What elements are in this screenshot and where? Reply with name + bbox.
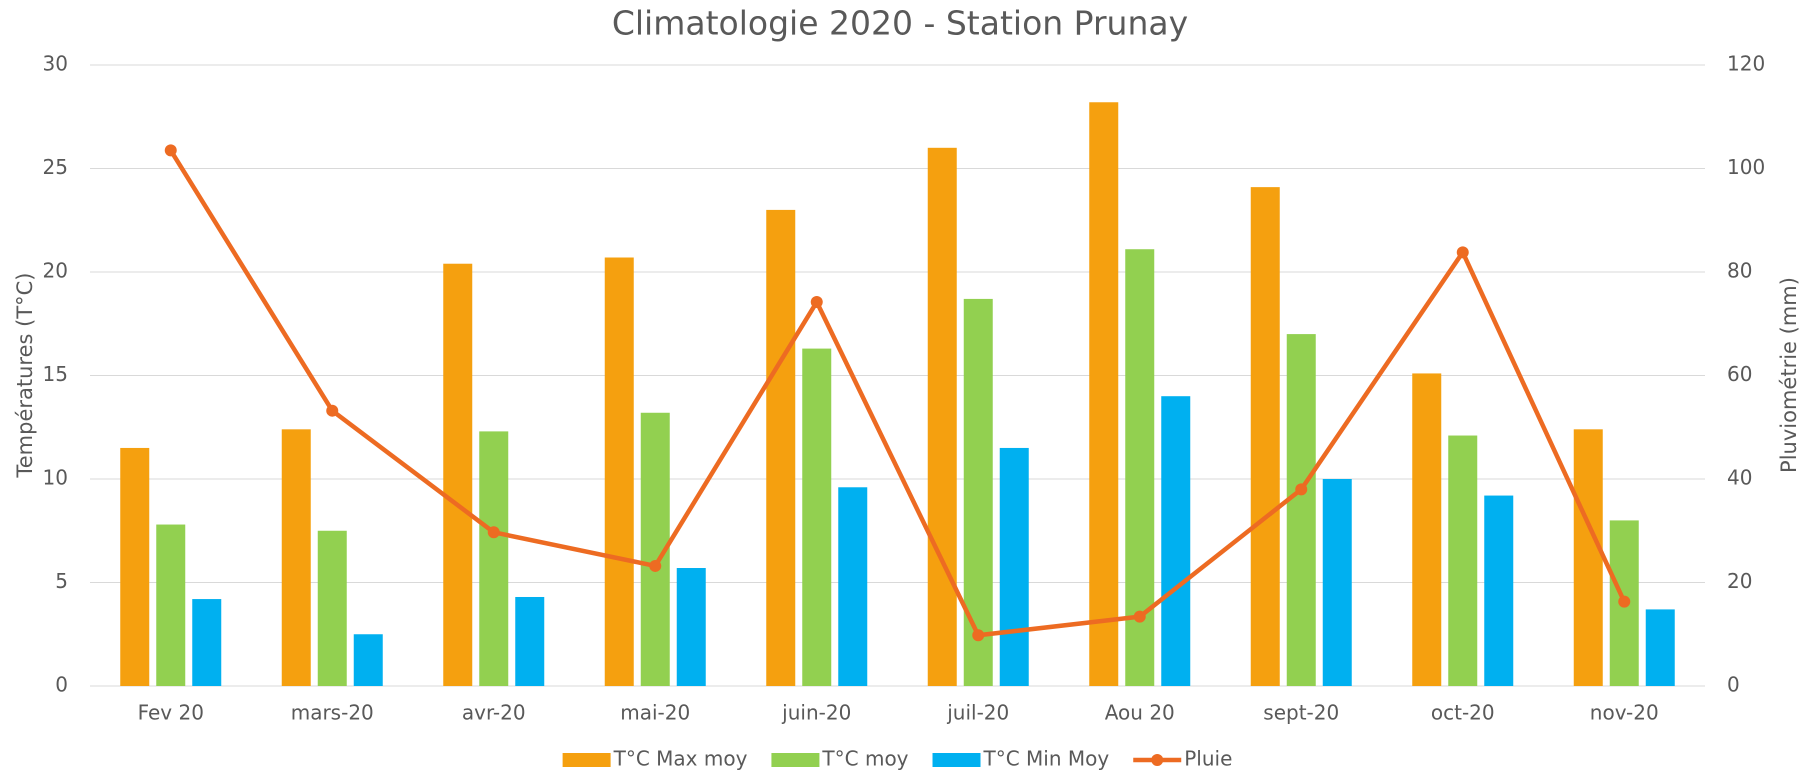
legend-swatch xyxy=(771,753,820,767)
bar xyxy=(192,599,222,686)
chart-title: Climatologie 2020 - Station Prunay xyxy=(612,4,1188,43)
bar xyxy=(963,298,993,686)
bar xyxy=(1484,495,1514,686)
line-point xyxy=(972,629,985,642)
y2-tick-label: 120 xyxy=(1727,52,1765,76)
x-tick-label: sept-20 xyxy=(1263,701,1339,725)
legend-label: Pluie xyxy=(1184,747,1232,771)
x-tick-label: avr-20 xyxy=(462,701,526,725)
y2-tick-label: 0 xyxy=(1727,673,1740,697)
legend-marker xyxy=(1151,754,1164,766)
line-point xyxy=(810,296,823,309)
bar xyxy=(1250,187,1280,686)
y2-tick-label: 20 xyxy=(1727,569,1752,593)
bar xyxy=(1412,373,1442,686)
line xyxy=(168,149,1627,638)
legend-label: T°C Max moy xyxy=(613,747,748,771)
bar xyxy=(353,634,383,686)
x-tick-label: juin-20 xyxy=(781,701,851,725)
y-tick-label: 10 xyxy=(43,466,68,490)
legend-swatch xyxy=(562,753,611,767)
bar xyxy=(802,348,832,686)
x-tick-label: mars-20 xyxy=(291,701,374,725)
line-point xyxy=(1456,246,1469,259)
line-point xyxy=(326,404,339,417)
x-tick-label: Fev 20 xyxy=(138,701,204,725)
x-tick-label: mai-20 xyxy=(620,701,690,725)
y2-tick-label: 60 xyxy=(1727,362,1752,386)
bar xyxy=(1161,396,1191,686)
line-point xyxy=(164,144,177,157)
y2-tick-label: 80 xyxy=(1727,259,1752,283)
y-tick-label: 5 xyxy=(55,569,68,593)
bar xyxy=(1286,334,1316,686)
y2-tick-label: 100 xyxy=(1727,155,1765,179)
bar xyxy=(156,524,186,686)
line-point xyxy=(1133,610,1146,623)
legend-label: T°C moy xyxy=(821,747,908,771)
bar xyxy=(317,530,347,686)
y-tick-label: 0 xyxy=(55,673,68,697)
x-tick-label: juil-20 xyxy=(946,701,1009,725)
bar xyxy=(766,209,796,686)
legend-label: T°C Min Moy xyxy=(983,747,1110,771)
line-point xyxy=(649,559,662,572)
y-tick-label: 30 xyxy=(43,52,68,76)
bar xyxy=(604,257,634,686)
bar xyxy=(676,568,706,686)
bar xyxy=(838,487,868,686)
bar xyxy=(479,431,509,686)
bar xyxy=(281,429,311,686)
line-point xyxy=(487,526,500,539)
y-axis-title: Températures (T°C) xyxy=(13,272,37,478)
line-point xyxy=(1618,595,1631,608)
bar xyxy=(1322,479,1352,686)
bar xyxy=(120,447,150,686)
y-tick-label: 20 xyxy=(43,259,68,283)
y-tick-label: 25 xyxy=(43,155,68,179)
legend-swatch xyxy=(932,753,981,767)
y-tick-label: 15 xyxy=(43,362,68,386)
bar xyxy=(927,147,957,687)
bar xyxy=(999,447,1029,686)
y2-tick-label: 40 xyxy=(1727,466,1752,490)
bar xyxy=(1089,102,1119,686)
x-tick-label: Aou 20 xyxy=(1105,701,1175,725)
bar xyxy=(1573,429,1603,686)
x-tick-label: oct-20 xyxy=(1431,701,1495,725)
x-tick-label: nov-20 xyxy=(1590,701,1659,725)
bar xyxy=(515,596,545,686)
y2-axis-title: Pluviométrie (mm) xyxy=(1777,277,1801,473)
bar xyxy=(1645,609,1675,686)
bar xyxy=(1448,435,1478,686)
bar xyxy=(443,263,473,686)
line-point xyxy=(1295,483,1308,496)
